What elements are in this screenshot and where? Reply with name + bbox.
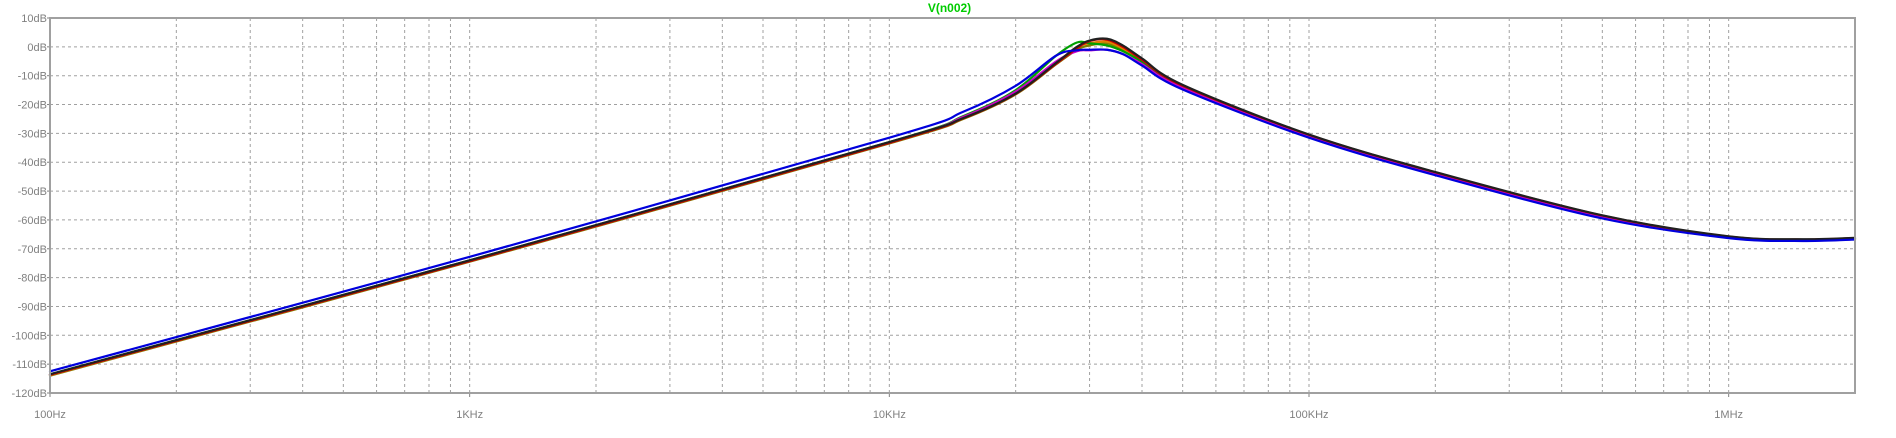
y-tick-label: 10dB (21, 13, 47, 25)
y-tick-label: -80dB (18, 273, 47, 285)
y-tick-label: -40dB (18, 157, 47, 169)
x-tick-label: 1MHz (1714, 409, 1743, 421)
plot-grid (50, 18, 1855, 393)
y-tick-label: -70dB (18, 244, 47, 256)
y-axis-ticks: 10dB 0dB -10dB -20dB -30dB -40dB -50dB -60dB -70… (12, 13, 50, 400)
plot-frame (49, 17, 1856, 394)
y-tick-label: -20dB (18, 100, 47, 112)
x-tick-label: 100KHz (1289, 409, 1328, 421)
y-tick-label: -10dB (18, 71, 47, 83)
series-group (48, 37, 1857, 377)
series-line-run-black (48, 37, 1857, 376)
y-tick-label: -100dB (12, 330, 47, 342)
y-tick-label: 0dB (27, 42, 47, 54)
x-tick-label: 1KHz (456, 409, 483, 421)
y-tick-label: -120dB (12, 388, 47, 400)
x-tick-label: 10KHz (873, 409, 906, 421)
series-line-run-red (48, 38, 1857, 376)
series-line-run-olive (48, 42, 1857, 377)
y-tick-label: -60dB (18, 215, 47, 227)
y-tick-label: -90dB (18, 301, 47, 313)
series-line-run-orange (48, 40, 1857, 377)
y-tick-label: -110dB (12, 359, 47, 371)
y-tick-label: -30dB (18, 128, 47, 140)
y-tick-label: -50dB (18, 186, 47, 198)
x-axis-ticks: 100Hz 1KHz 10KHz 100KHz 1MHz (34, 393, 1743, 421)
chart-title[interactable]: V(n002) (928, 1, 971, 15)
x-tick-label: 100Hz (34, 409, 66, 421)
series-line-run-blue (48, 48, 1857, 373)
series-line-run-green (48, 40, 1857, 376)
